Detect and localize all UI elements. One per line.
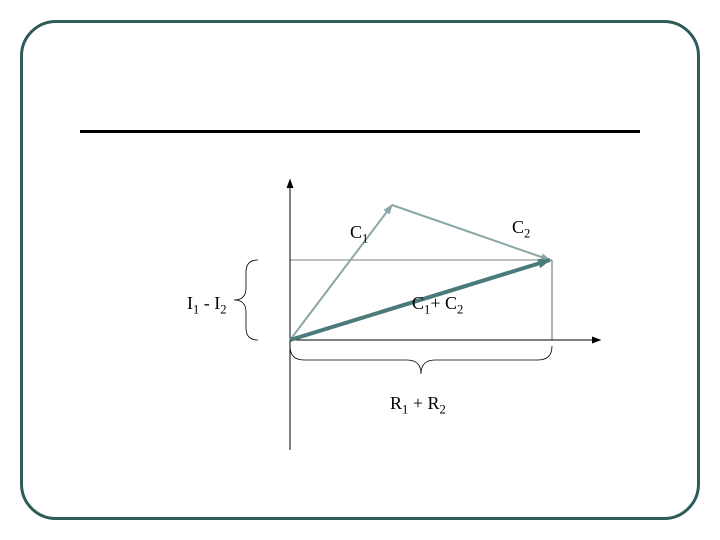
label-c1-plus-c2: C1+ C2 bbox=[412, 293, 463, 318]
label-c2: C2 bbox=[512, 217, 530, 242]
label-i1-minus-i2: I1 - I2 bbox=[187, 293, 227, 318]
diagram-svg bbox=[0, 0, 720, 540]
label-r1-plus-r2: R1 + R2 bbox=[390, 393, 446, 418]
label-c1: C1 bbox=[350, 222, 368, 247]
